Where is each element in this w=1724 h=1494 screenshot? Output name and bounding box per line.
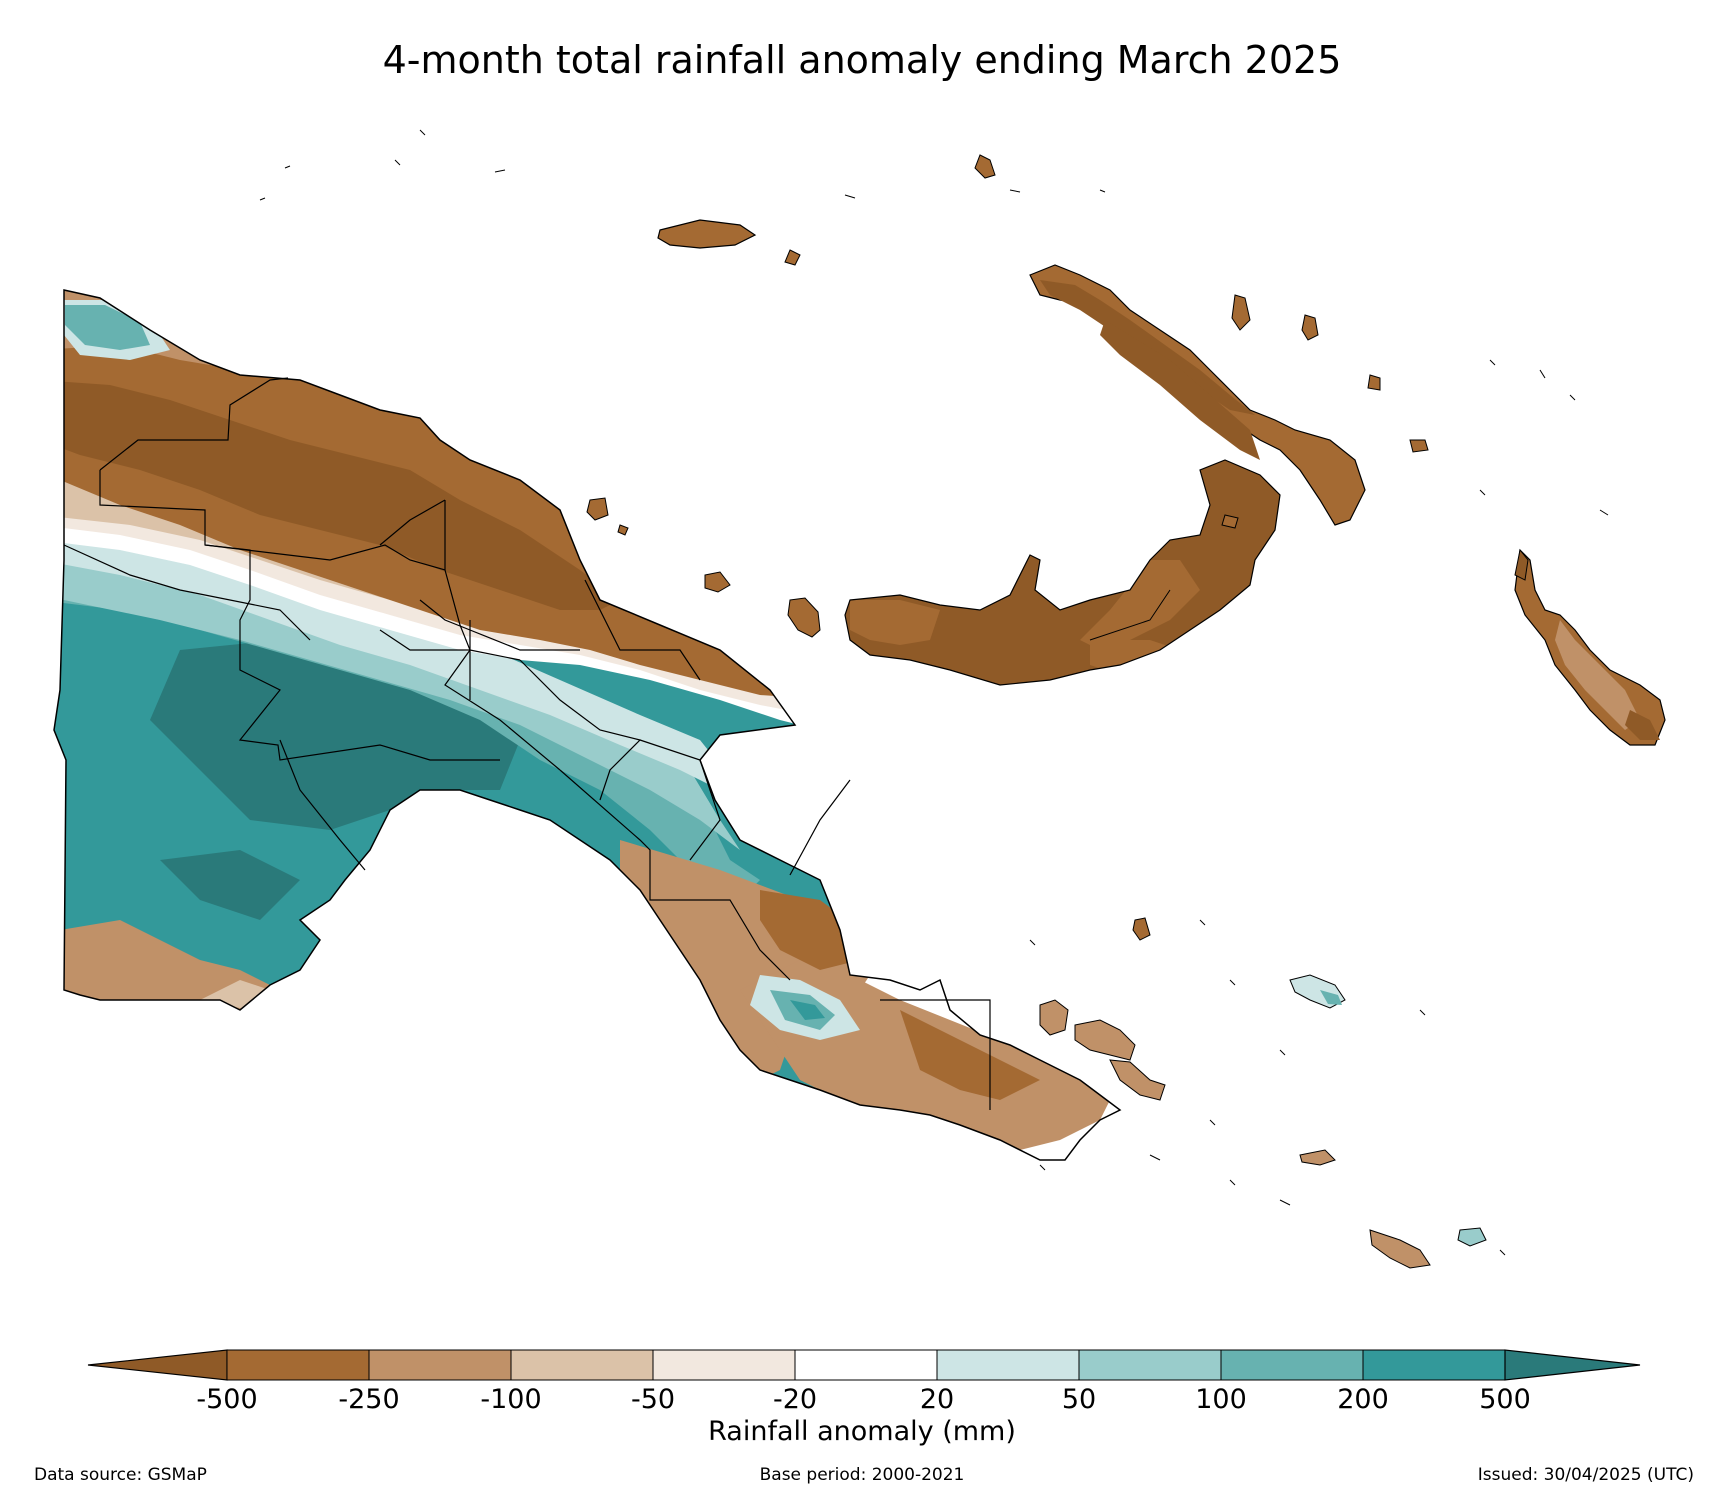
colorbar-segment [1220,1349,1364,1381]
colorbar-segment [652,1349,796,1381]
colorbar-segment [226,1349,370,1381]
colorbar-segment [1362,1349,1506,1381]
colorbar-tick-label: -500 [196,1384,258,1415]
data-source-note: Data source: GSMaP [34,1465,207,1485]
colorbar-segment [936,1349,1080,1381]
colorbar-tick-label: -50 [630,1384,676,1415]
colorbar-segment [510,1349,654,1381]
province-boundaries [63,377,991,1110]
colorbar-tick-label: 500 [1479,1384,1531,1415]
colorbar-label: Rainfall anomaly (mm) [708,1416,1016,1447]
colorbar-tick-label: -100 [480,1384,542,1415]
colorbar-tick-label: 50 [1061,1384,1097,1415]
colorbar-tick-label: 20 [919,1384,955,1415]
colorbar-tick-label: -250 [338,1384,400,1415]
colorbar-over-extension [1504,1349,1641,1381]
colorbar-segment [368,1349,512,1381]
colorbar-tick-label: 200 [1337,1384,1389,1415]
colorbar-segment [1078,1349,1222,1381]
base-period-note: Base period: 2000-2021 [759,1465,965,1485]
dentrecasteaux-islands [1039,999,1069,1036]
map-title: 4-month total rainfall anomaly ending Ma… [382,38,1342,82]
colorbar-tick-label: -20 [772,1384,818,1415]
colorbar-segment [794,1349,938,1381]
small-islets [259,129,1609,1256]
issued-date-note: Issued: 30/04/2025 (UTC) [1477,1465,1694,1485]
colorbar-tick-label: 100 [1195,1384,1247,1415]
colorbar-under-extension [87,1349,228,1381]
manus-island [657,219,757,249]
